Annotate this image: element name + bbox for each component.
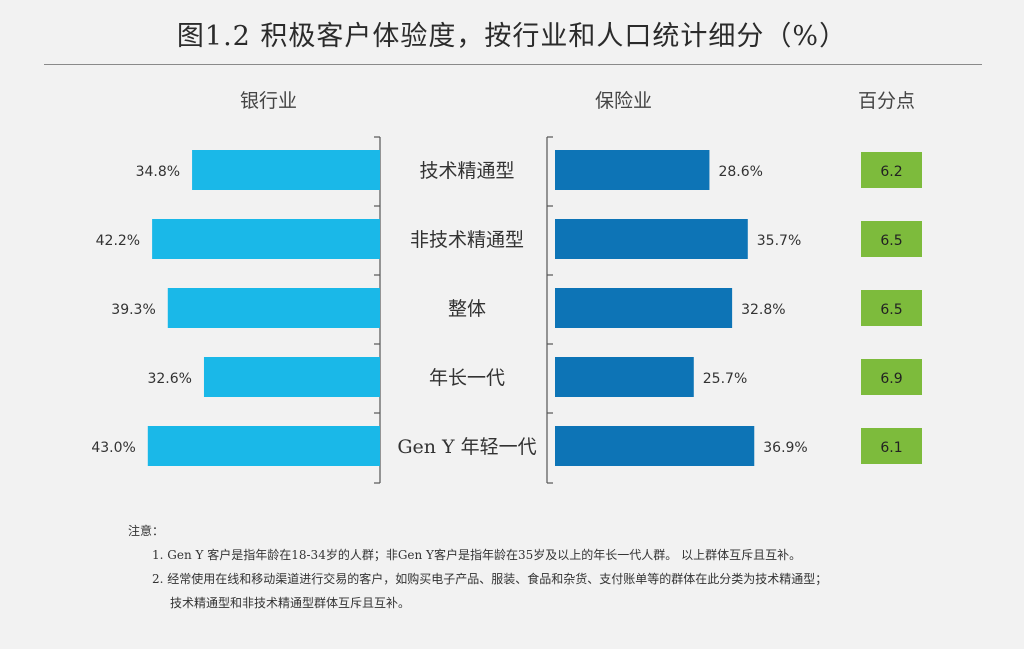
points-box [861, 152, 922, 188]
note-2: 2. 经常使用在线和移动渠道进行交易的客户，如购买电子产品、服装、食品和杂货、支… [152, 572, 828, 586]
header-insurance: 保险业 [595, 90, 653, 112]
note-3: 技术精通型和非技术精通型群体互斥且互补。 [170, 596, 411, 610]
insurance-bar [555, 219, 748, 259]
bar-chart: 34.8% 技术精通型 28.6% 6.2 42.2% 非技术精通型 35.7% 6.5 39.… [91, 136, 922, 484]
points-box [861, 428, 922, 464]
bank-bar-label: 39.3% [111, 302, 155, 318]
insurance-bar [555, 426, 755, 466]
bank-bar-label: 42.2% [96, 233, 140, 249]
bank-bar [152, 219, 380, 259]
header-points: 百分点 [858, 90, 916, 112]
insurance-bar [555, 357, 694, 397]
bank-bar [203, 357, 380, 397]
points-value: 6.5 [880, 302, 902, 318]
header-banking: 银行业 [240, 90, 298, 112]
points-box [861, 359, 922, 395]
insurance-bar-label: 35.7% [757, 233, 801, 249]
bank-bar-label: 34.8% [136, 164, 180, 180]
bank-bar-label: 32.6% [147, 371, 191, 387]
note-1: 1. Gen Y 客户是指年龄在18-34岁的人群；非Gen Y客户是指年龄在3… [152, 548, 802, 562]
category-label: Gen Y 年轻一代 [397, 436, 536, 458]
category-label: 年长一代 [429, 367, 505, 389]
category-label: 整体 [448, 298, 486, 320]
bank-bar-label: 43.0% [91, 440, 135, 456]
points-box [861, 221, 922, 257]
points-value: 6.2 [880, 164, 902, 180]
notes-heading: 注意： [128, 524, 165, 538]
title-divider [44, 64, 982, 65]
points-value: 6.5 [880, 233, 902, 249]
insurance-bar-label: 32.8% [741, 302, 785, 318]
bank-bar [167, 288, 380, 328]
category-label: 技术精通型 [419, 160, 514, 182]
insurance-bar-label: 28.6% [718, 164, 762, 180]
points-value: 6.9 [880, 371, 902, 387]
points-box [861, 290, 922, 326]
notes: 注意： 1. Gen Y 客户是指年龄在18-34岁的人群；非Gen Y客户是指… [128, 519, 827, 615]
insurance-bar [555, 150, 710, 190]
insurance-bar-label: 25.7% [703, 371, 747, 387]
bank-bar [192, 150, 380, 190]
insurance-bar [555, 288, 733, 328]
category-label: 非技术精通型 [410, 229, 524, 251]
chart-title: 图1.2 积极客户体验度，按行业和人口统计细分（%） [176, 21, 848, 52]
points-value: 6.1 [880, 440, 902, 456]
bank-bar [147, 426, 380, 466]
insurance-bar-label: 36.9% [763, 440, 807, 456]
